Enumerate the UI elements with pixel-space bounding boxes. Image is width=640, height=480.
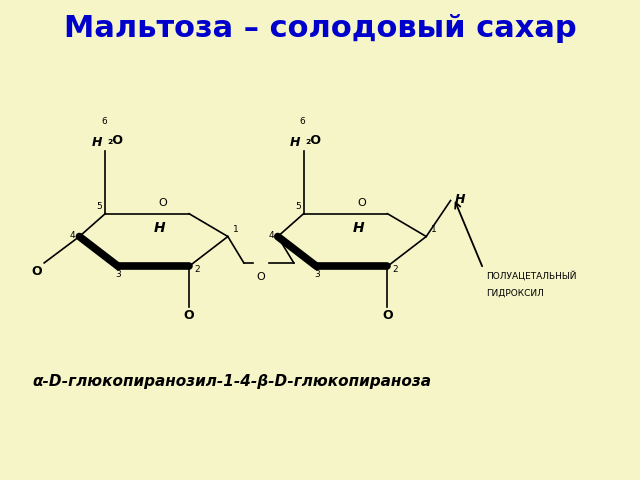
Text: H: H [154, 221, 166, 235]
Text: 5: 5 [97, 202, 102, 211]
Text: 3: 3 [314, 270, 319, 279]
Text: 4: 4 [268, 231, 274, 240]
Text: ₂O: ₂O [306, 134, 322, 147]
Text: 5: 5 [295, 202, 301, 211]
Text: 6: 6 [101, 117, 107, 126]
Text: O: O [382, 309, 392, 322]
Text: 6: 6 [300, 117, 305, 126]
Text: H: H [353, 221, 364, 235]
Text: 3: 3 [115, 270, 121, 279]
Text: O: O [257, 272, 266, 282]
Text: ГИДРОКСИЛ: ГИДРОКСИЛ [486, 289, 544, 298]
Text: 2: 2 [194, 265, 200, 275]
Text: 2: 2 [392, 265, 398, 275]
Text: 4: 4 [70, 231, 76, 240]
Text: ПОЛУАЦЕТАЛЬНЫЙ: ПОЛУАЦЕТАЛЬНЫЙ [486, 271, 577, 281]
Text: ₂O: ₂O [108, 134, 124, 147]
Text: H: H [92, 136, 102, 149]
Text: O: O [357, 198, 366, 208]
Text: 1: 1 [233, 225, 239, 234]
Text: H: H [290, 136, 301, 149]
Text: O: O [184, 309, 194, 322]
Text: O: O [31, 265, 42, 278]
Text: O: O [159, 198, 168, 208]
Text: 1: 1 [431, 225, 437, 234]
Text: H: H [454, 193, 465, 206]
Text: Мальтоза – солодовый сахар: Мальтоза – солодовый сахар [64, 14, 576, 43]
Text: α-D-глюкопиранозил-1-4-β-D-глюкопираноза: α-D-глюкопиранозил-1-4-β-D-глюкопираноза [32, 374, 431, 389]
